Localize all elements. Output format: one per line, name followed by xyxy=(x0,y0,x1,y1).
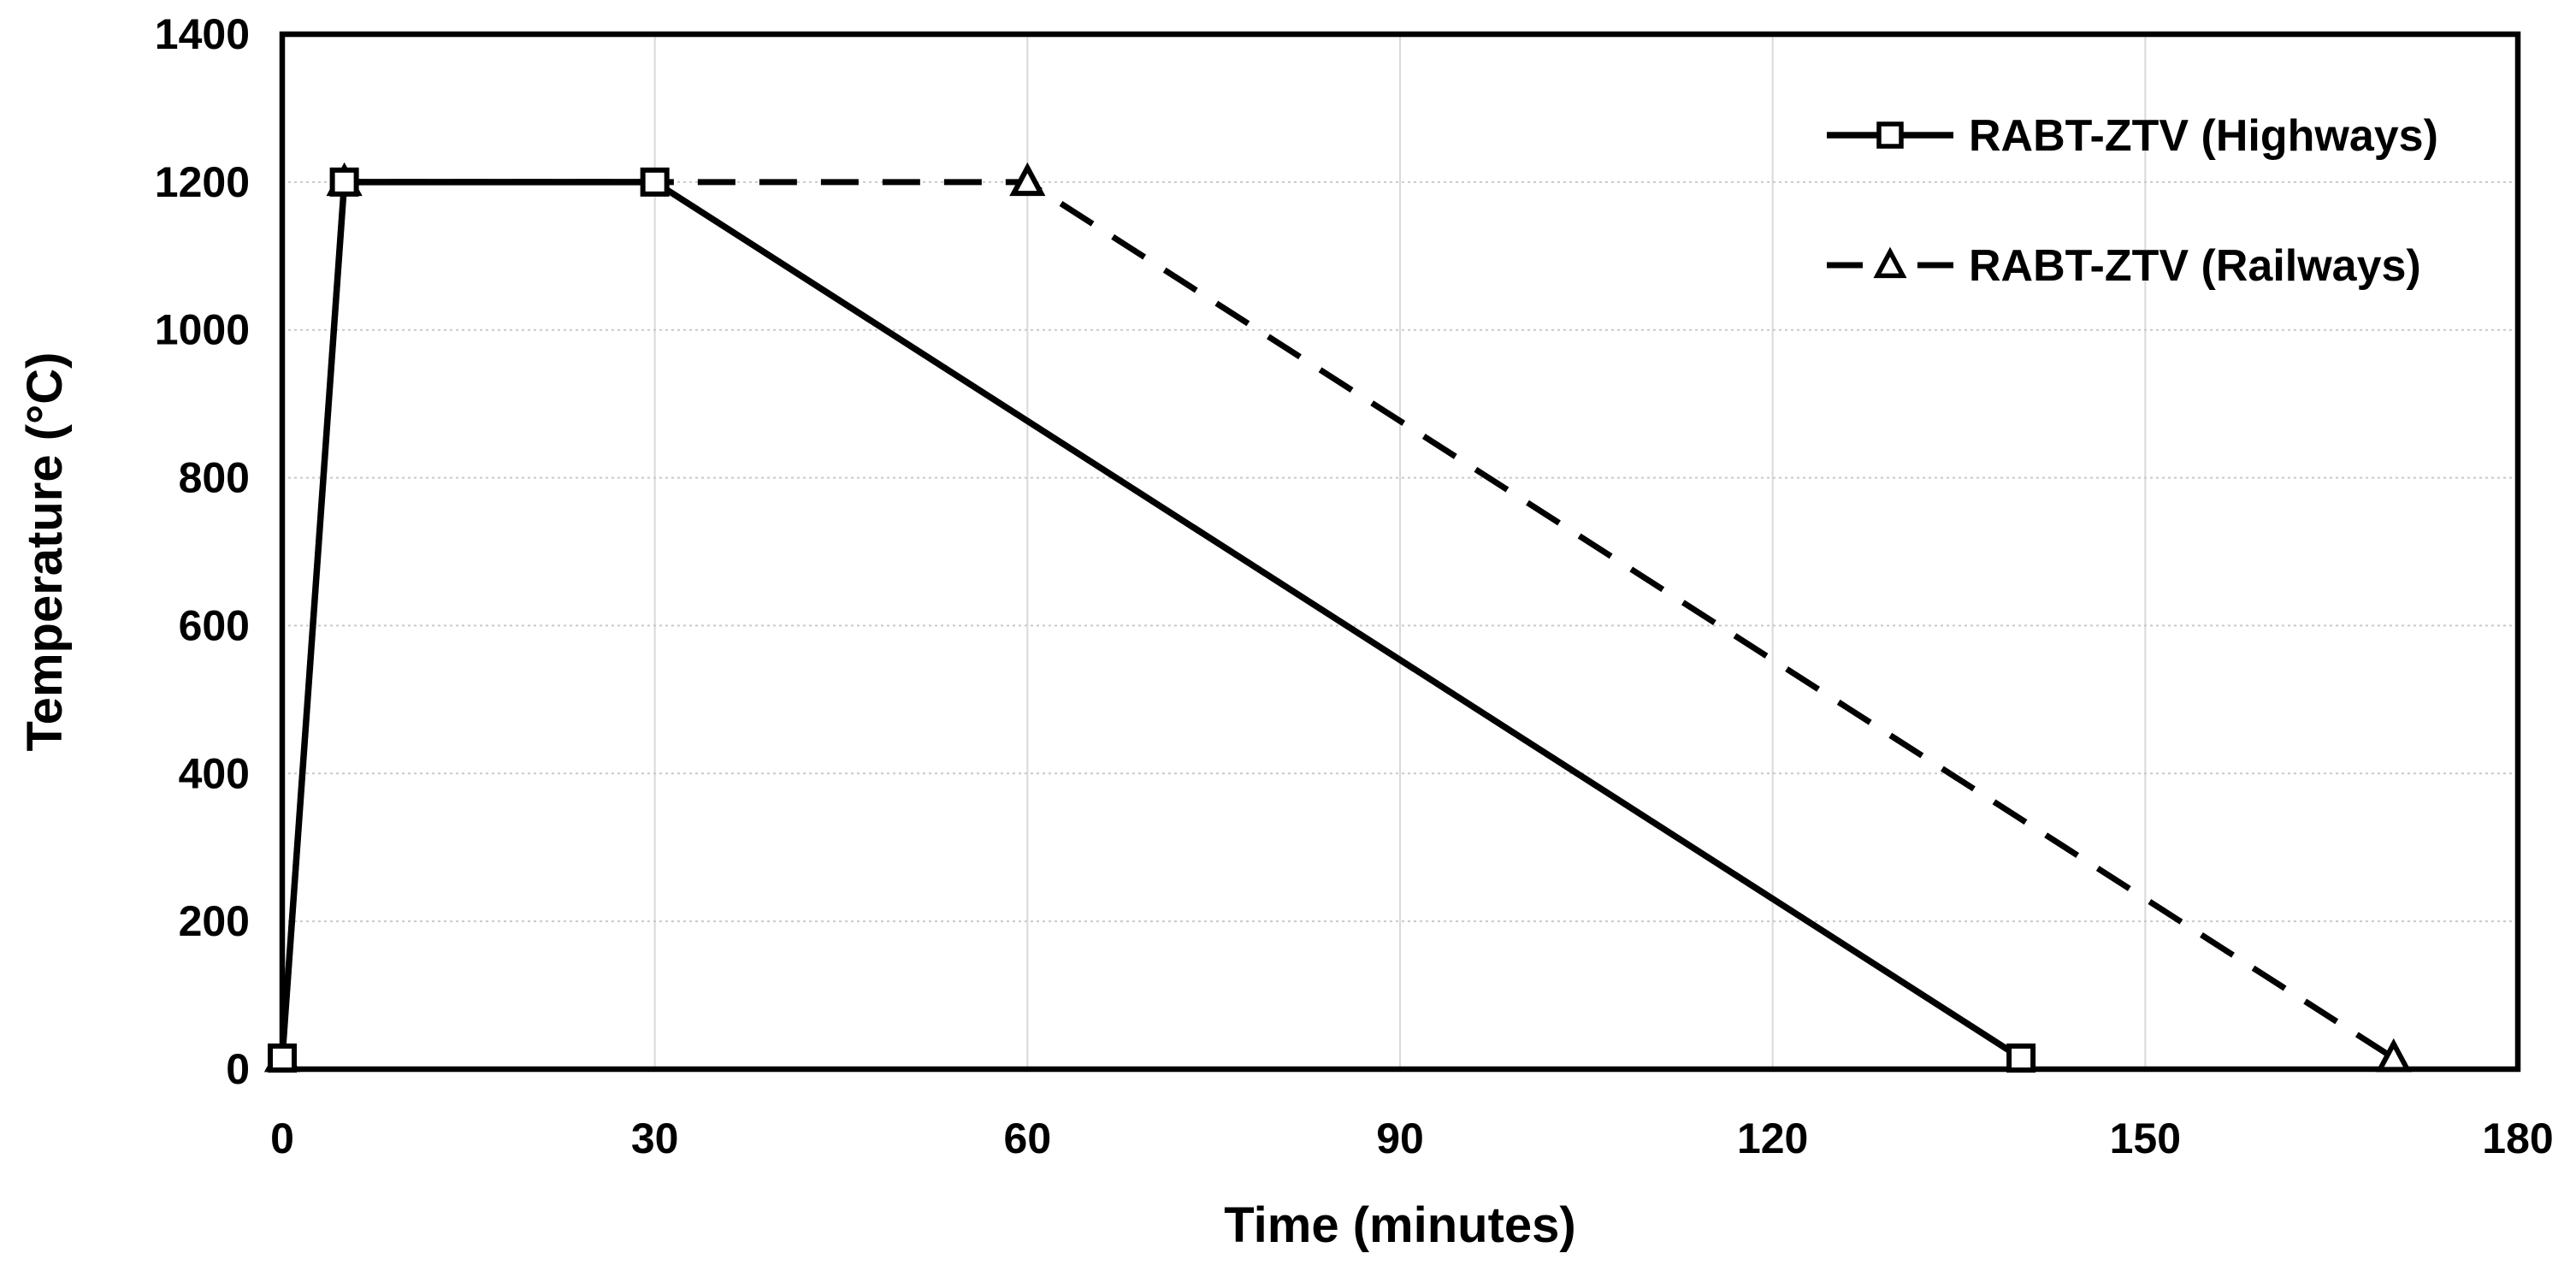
y-tick-label: 1400 xyxy=(155,10,250,58)
y-tick-label: 800 xyxy=(179,454,250,502)
x-tick-label: 150 xyxy=(2110,1114,2181,1162)
y-tick-label: 1000 xyxy=(155,306,250,354)
legend-entry: RABT-ZTV (Railways) xyxy=(1827,241,2421,291)
triangle-marker xyxy=(1009,162,1046,197)
legend: RABT-ZTV (Highways) RABT-ZTV (Railways) xyxy=(1827,111,2438,291)
triangle-marker xyxy=(2375,1038,2412,1073)
gridlines xyxy=(282,34,2518,1069)
y-tick-label: 0 xyxy=(226,1045,250,1093)
x-axis-title: Time (minutes) xyxy=(1224,1197,1575,1253)
x-tick-label: 120 xyxy=(1737,1114,1808,1162)
x-tick-label: 60 xyxy=(1004,1114,1052,1162)
series-layer xyxy=(263,162,2412,1073)
y-tick-label: 400 xyxy=(179,749,250,797)
x-tick-label: 180 xyxy=(2482,1114,2553,1162)
square-marker xyxy=(2006,1043,2036,1073)
x-tick-label: 30 xyxy=(631,1114,679,1162)
x-axis-tick-labels: 0 30 60 90 120 150 180 xyxy=(270,1114,2554,1162)
series-rabt-ztv-highways- xyxy=(268,167,2036,1073)
y-tick-label: 200 xyxy=(179,897,250,945)
triangle-marker xyxy=(1873,246,1907,279)
legend-label: RABT-ZTV (Highways) xyxy=(1969,111,2438,161)
y-tick-label: 1200 xyxy=(155,158,250,206)
plot-border xyxy=(279,31,2521,1073)
y-tick-label: 600 xyxy=(179,601,250,649)
square-marker xyxy=(329,167,359,197)
square-marker xyxy=(640,167,670,197)
x-tick-label: 90 xyxy=(1376,1114,1424,1162)
x-tick-label: 0 xyxy=(270,1114,294,1162)
legend-entry: RABT-ZTV (Highways) xyxy=(1827,111,2438,161)
y-axis-tick-labels: 0 200 400 600 800 1000 1200 1400 xyxy=(155,10,250,1093)
series-line xyxy=(279,179,2024,1061)
square-marker xyxy=(268,1043,297,1073)
y-axis-title: Temperature (°C) xyxy=(17,352,73,752)
square-marker xyxy=(1876,121,1904,149)
legend-label: RABT-ZTV (Railways) xyxy=(1969,241,2421,291)
